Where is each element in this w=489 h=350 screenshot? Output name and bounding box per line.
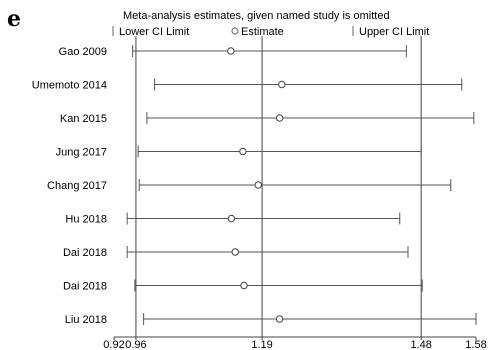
study-label: Dai 2018 — [63, 247, 107, 259]
legend-circle-marker — [231, 27, 239, 35]
estimate-point — [275, 315, 284, 323]
x-tick-label: 1.48 — [410, 339, 431, 350]
reference-lines — [135, 36, 422, 337]
study-label: Gao 2009 — [59, 46, 107, 58]
x-tick-label: 0.96 — [125, 339, 146, 350]
x-tick-label: 0.92 — [103, 339, 124, 350]
legend-label: Estimate — [241, 26, 284, 38]
study-label: Jung 2017 — [56, 147, 107, 159]
estimate-point — [231, 248, 239, 256]
estimate-point — [227, 47, 235, 55]
legend: Lower CI Limit Estimate Upper CI Limit — [112, 26, 429, 38]
study-rows: Gao 2009 Umemoto 2014 Kan 2015 Jung 2017 Cha… — [32, 45, 477, 326]
x-tick-label: 1.19 — [251, 339, 272, 350]
panel-label: e — [7, 6, 21, 32]
x-tick-label: 1.58 — [465, 339, 486, 350]
legend-label: Upper CI Limit — [359, 26, 429, 38]
estimate-point — [240, 281, 248, 290]
legend-label: Lower CI Limit — [119, 26, 189, 38]
estimate-point — [227, 214, 236, 223]
chart-title: Meta-analysis estimates, given named stu… — [123, 10, 390, 22]
x-axis: 0.92 0.96 1.19 1.48 1.58 — [103, 336, 487, 350]
estimate-point — [275, 114, 284, 122]
study-label: Hu 2018 — [65, 214, 107, 226]
study-label: Chang 2017 — [47, 180, 107, 192]
study-label: Umemoto 2014 — [32, 80, 107, 92]
study-label: Dai 2018 — [63, 281, 107, 293]
study-label: Kan 2015 — [60, 113, 107, 125]
estimate-point — [239, 147, 247, 156]
estimate-point — [278, 80, 286, 89]
study-label: Liu 2018 — [65, 314, 107, 326]
estimate-point — [254, 181, 262, 189]
